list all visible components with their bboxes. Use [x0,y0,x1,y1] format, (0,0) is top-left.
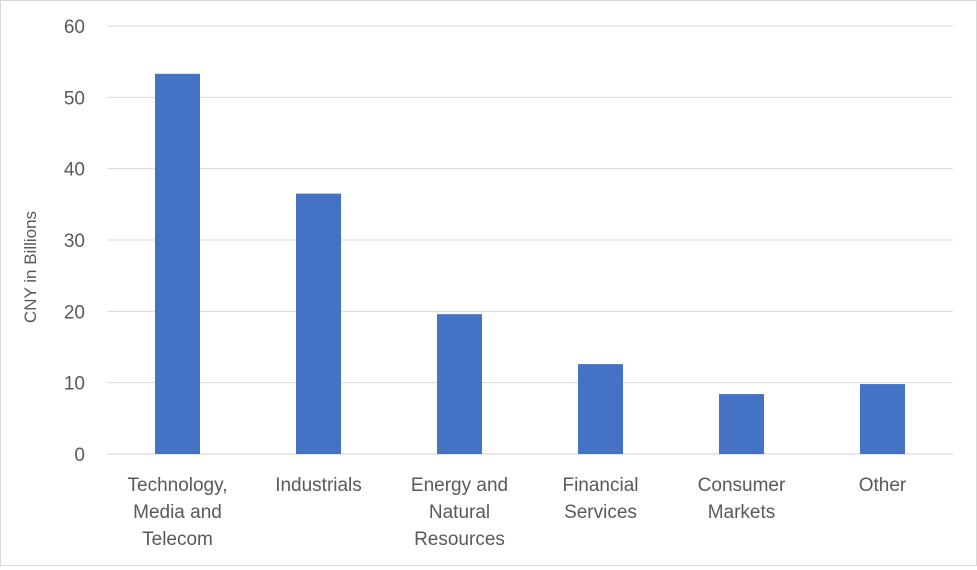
x-category-label: Energy and Natural Resources [411,475,508,550]
x-category-label-line: Technology, [128,475,228,496]
bar [296,193,341,454]
x-category-label-line: Energy and [411,475,508,496]
gridlines [107,25,953,455]
y-axis-ticks: 0 10 20 30 40 50 60 [64,17,85,466]
bar [860,384,905,454]
bar [578,364,623,454]
x-category-label-line: Natural [429,502,490,523]
x-category-label-line: Other [859,475,907,496]
bars [155,73,905,454]
x-category-label: Other [859,475,907,496]
x-category-label: Industrials [275,475,362,496]
x-category-label-line: Services [564,502,637,523]
x-category-label-line: Consumer [698,475,786,496]
x-category-label-line: Media and [133,502,222,523]
y-tick-label: 30 [64,231,85,252]
y-tick-label: 40 [64,160,85,181]
x-category-label: Consumer Markets [698,475,786,523]
x-category-label: Financial Services [562,475,638,523]
x-category-label-line: Markets [708,502,776,523]
x-category-label-line: Industrials [275,475,362,496]
x-category-label-line: Telecom [142,529,213,550]
y-tick-label: 60 [64,17,85,38]
y-tick-label: 50 [64,88,85,109]
x-category-label-line: Financial [562,475,638,496]
y-axis-title: CNY in Billions [21,211,40,323]
y-tick-label: 20 [64,302,85,323]
x-axis-categories: Technology, Media and Telecom Industrials En… [128,475,907,550]
x-category-label: Technology, Media and Telecom [128,475,228,550]
y-tick-label: 0 [74,445,85,466]
bar [155,73,200,454]
x-category-label-line: Resources [414,529,505,550]
bar [719,394,764,454]
y-tick-label: 10 [64,374,85,395]
bar [437,314,482,454]
